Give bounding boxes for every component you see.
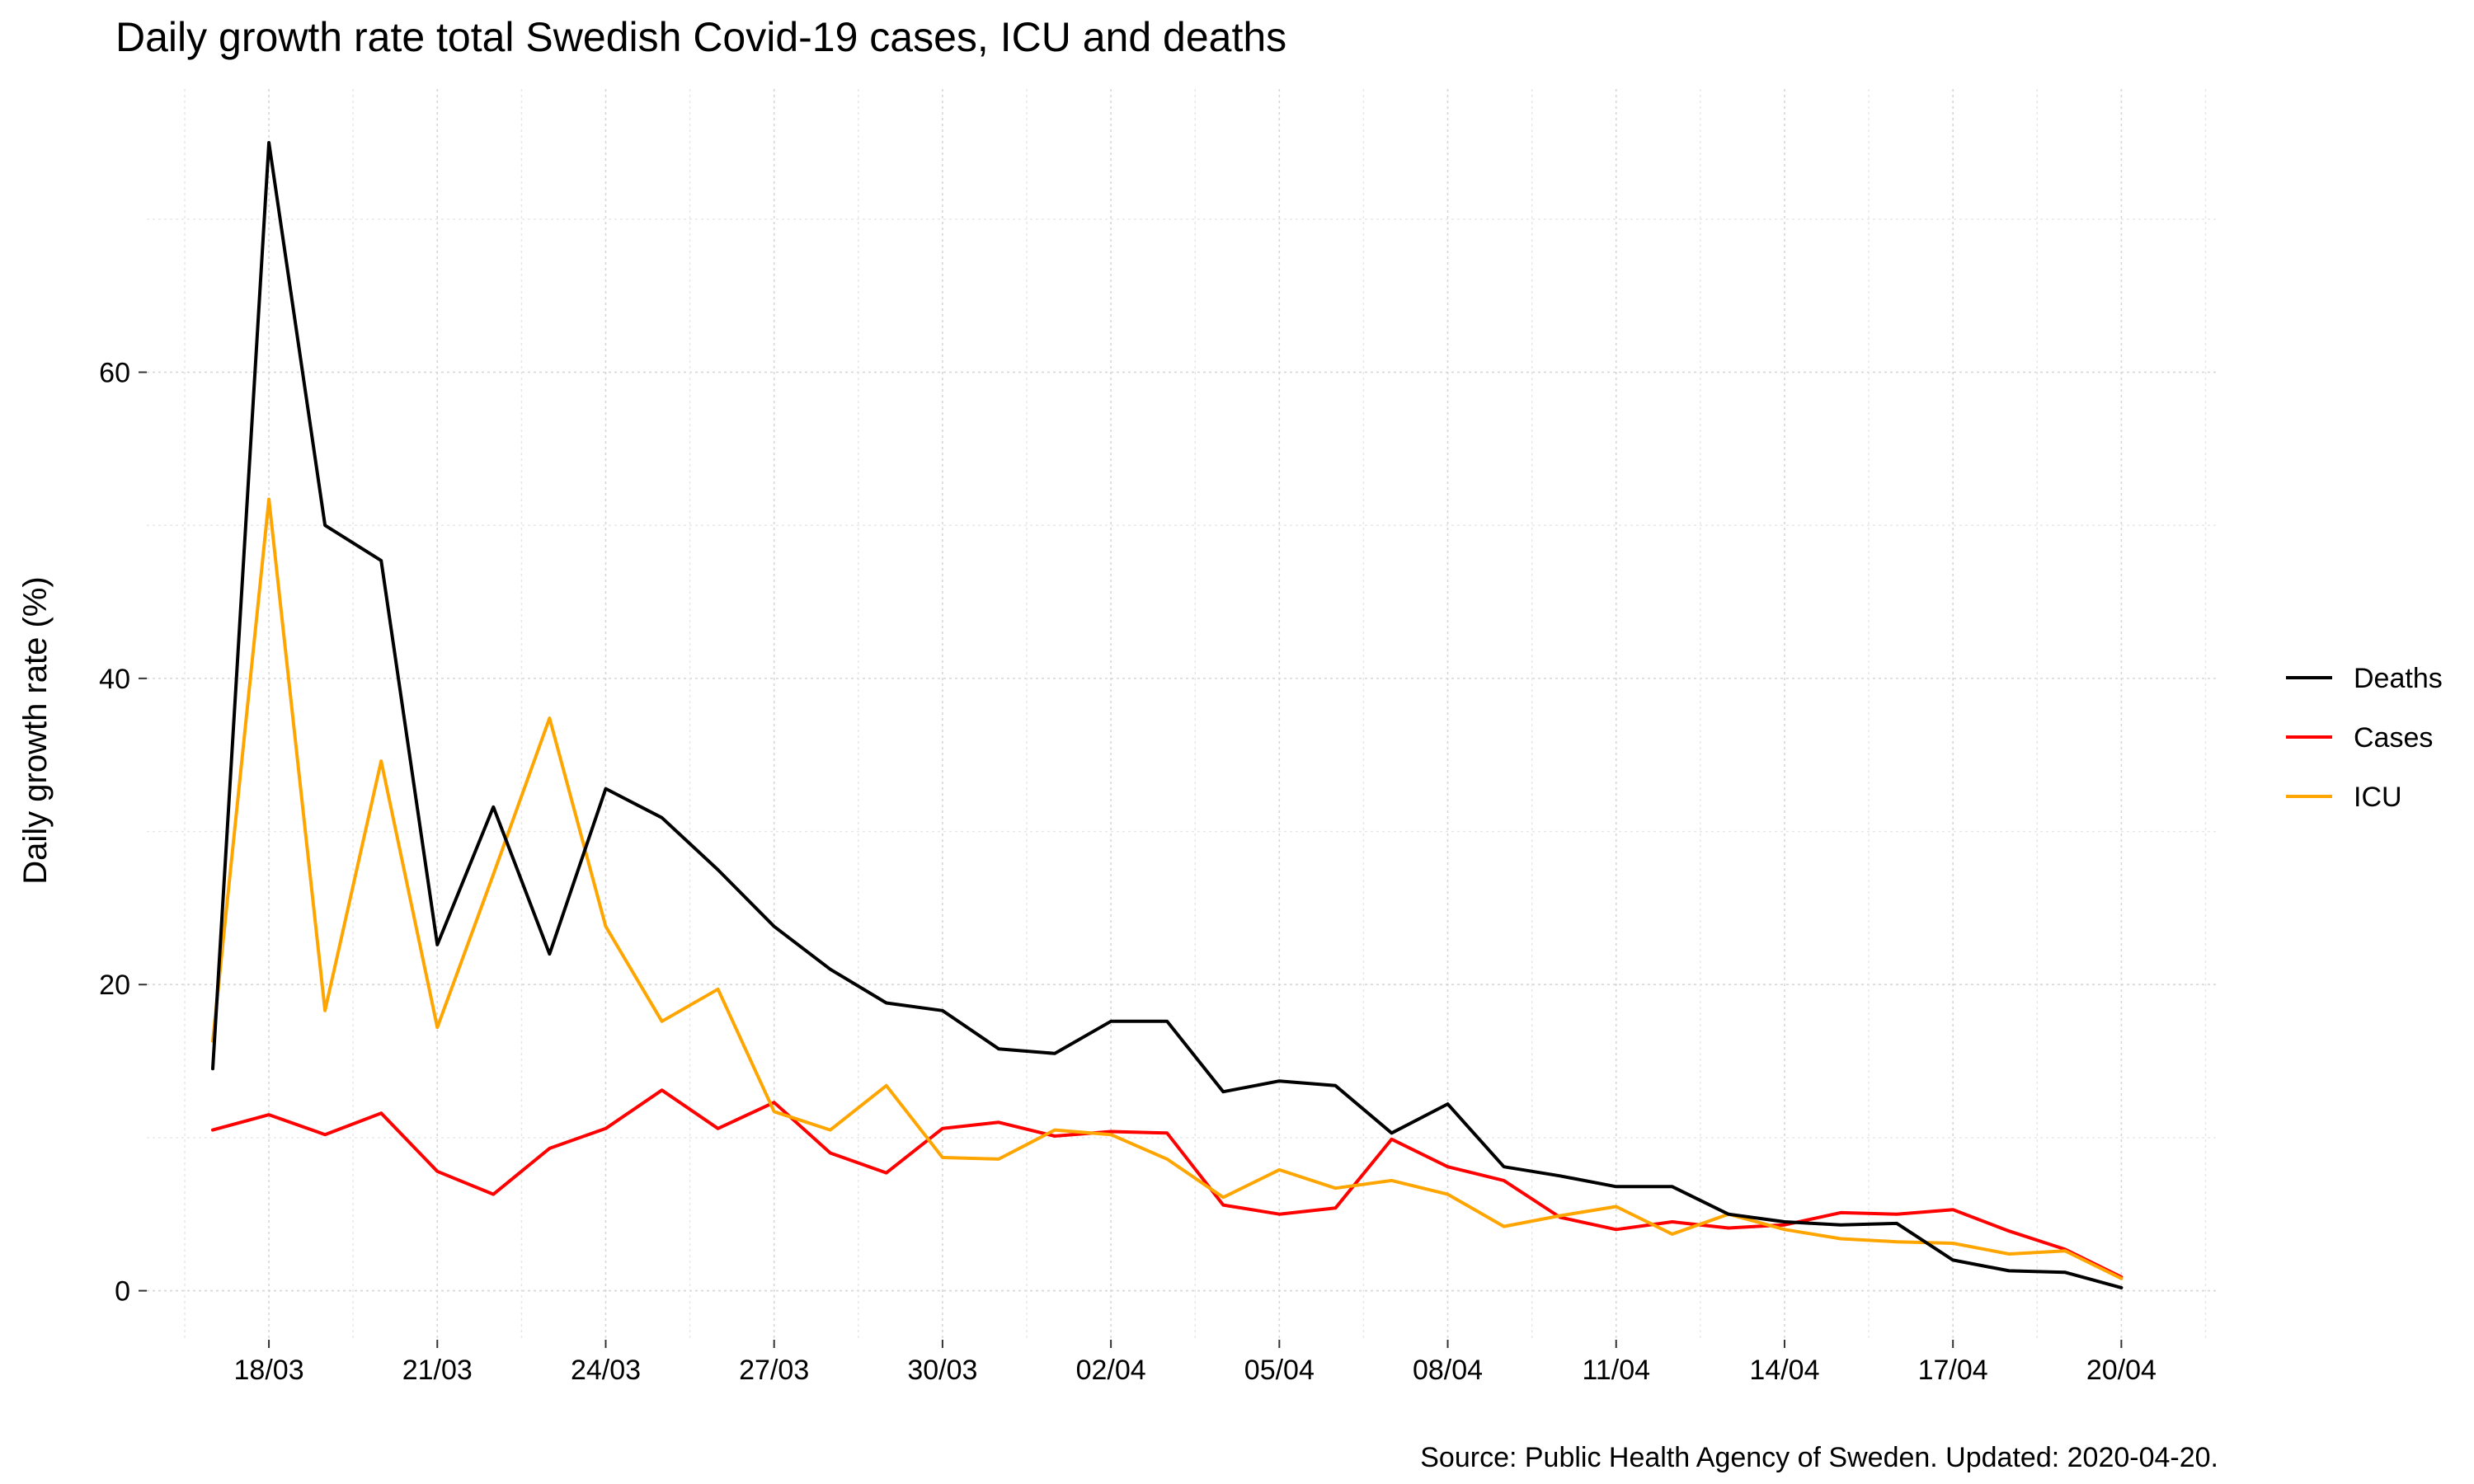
x-tick-label: 20/04 xyxy=(2086,1355,2157,1386)
y-tick-label: 40 xyxy=(99,664,130,695)
chart-title: Daily growth rate total Swedish Covid-19… xyxy=(115,14,1286,60)
legend-label-icu: ICU xyxy=(2354,782,2402,813)
y-tick-label: 20 xyxy=(99,970,130,1001)
x-tick-label: 14/04 xyxy=(1749,1355,1819,1386)
legend: Deaths Cases ICU xyxy=(2286,663,2443,813)
x-tick-label: 17/04 xyxy=(1918,1355,1988,1386)
chart-caption: Source: Public Health Agency of Sweden. … xyxy=(1420,1442,2218,1473)
legend-label-deaths: Deaths xyxy=(2354,663,2443,694)
x-tick-label: 05/04 xyxy=(1244,1355,1315,1386)
y-axis: 0 20 40 60 xyxy=(99,358,147,1308)
x-axis: 18/03 21/03 24/03 27/03 30/03 02/04 05/04 08/04… xyxy=(234,1340,2157,1386)
x-tick-label: 11/04 xyxy=(1582,1355,1650,1386)
x-tick-label: 08/04 xyxy=(1413,1355,1483,1386)
x-tick-label: 18/03 xyxy=(234,1355,304,1386)
legend-label-cases: Cases xyxy=(2354,722,2433,754)
y-tick-label: 0 xyxy=(115,1276,130,1308)
x-tick-label: 27/03 xyxy=(739,1355,809,1386)
x-tick-label: 02/04 xyxy=(1076,1355,1146,1386)
x-tick-label: 21/03 xyxy=(402,1355,473,1386)
series-line-deaths xyxy=(211,141,2124,1289)
series-line-cases xyxy=(211,1088,2124,1279)
series-line-icu xyxy=(211,497,2124,1280)
x-tick-label: 24/03 xyxy=(571,1355,641,1386)
grid xyxy=(147,89,2218,1340)
x-tick-label: 30/03 xyxy=(907,1355,977,1386)
y-tick-label: 60 xyxy=(99,358,130,389)
y-axis-title: Daily growth rate (%) xyxy=(17,576,54,884)
series-lines xyxy=(211,141,2124,1289)
